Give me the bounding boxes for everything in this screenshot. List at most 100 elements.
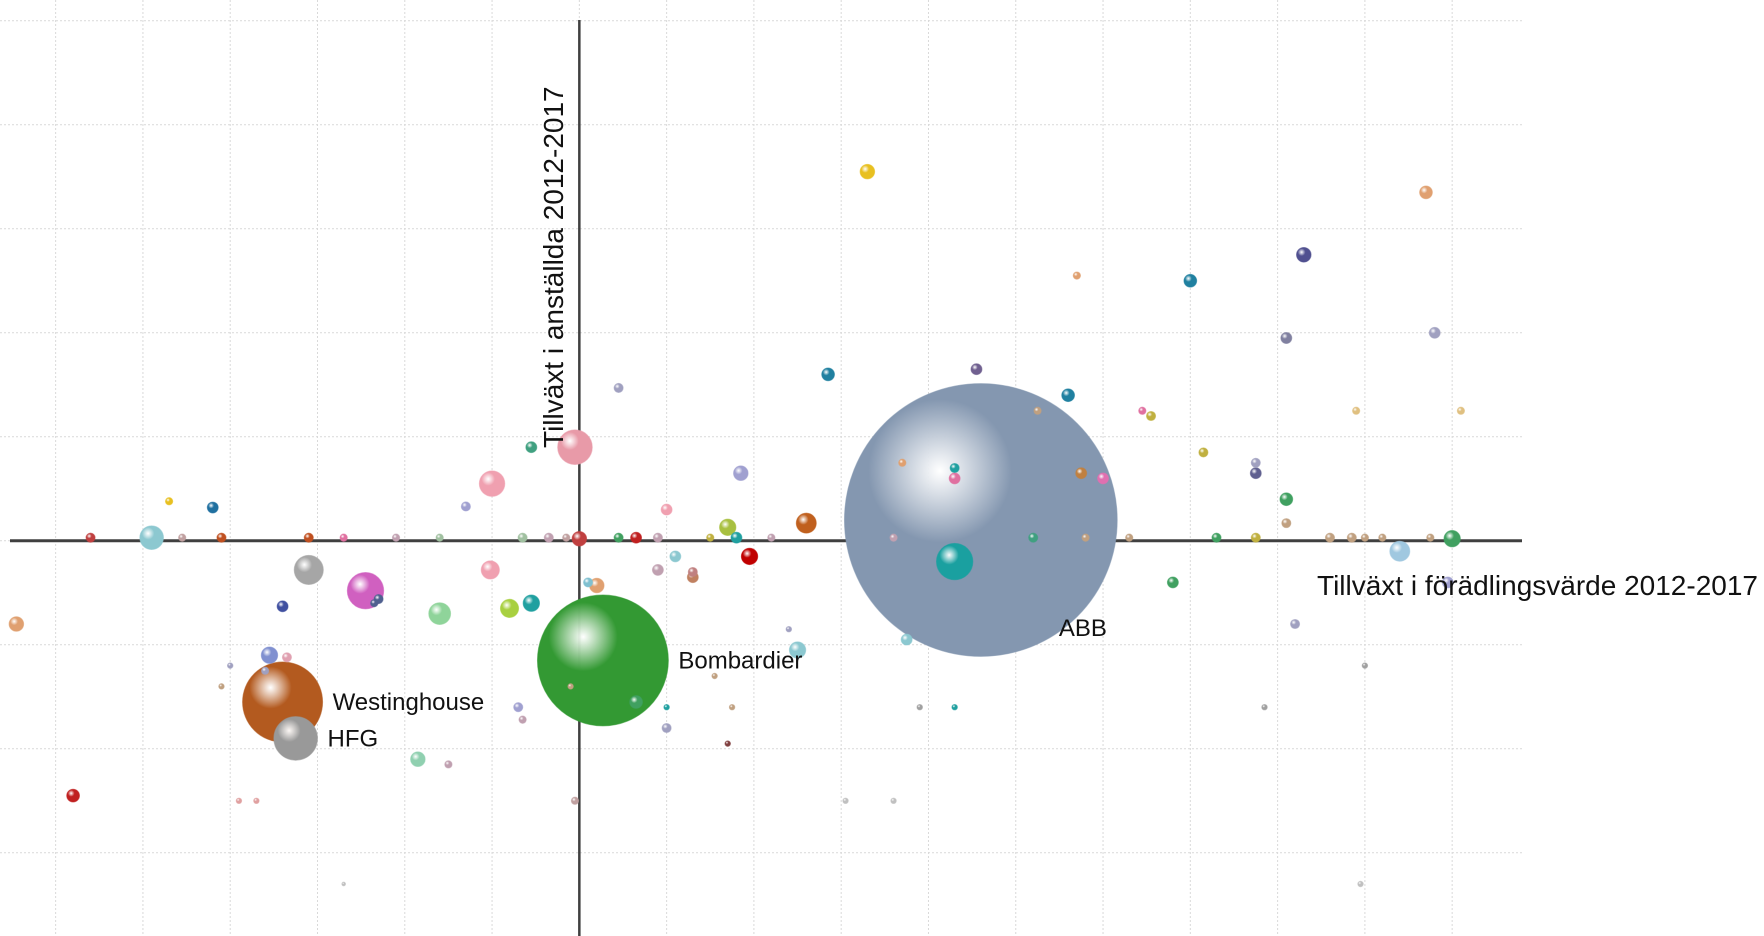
axes bbox=[10, 20, 1522, 936]
bubble bbox=[339, 533, 348, 542]
bubble bbox=[1081, 533, 1090, 542]
bubble bbox=[583, 577, 594, 588]
bubble bbox=[970, 363, 983, 376]
bubble bbox=[1361, 662, 1369, 669]
bubble bbox=[1072, 271, 1081, 280]
bubble bbox=[1428, 326, 1441, 339]
bubble bbox=[1249, 467, 1262, 480]
bubble bbox=[66, 788, 80, 803]
bubble bbox=[1357, 880, 1364, 888]
bubble bbox=[660, 503, 673, 516]
bubble bbox=[859, 163, 876, 180]
bubble bbox=[629, 695, 643, 709]
bubble bbox=[218, 683, 225, 690]
bubble bbox=[630, 531, 643, 544]
bubble bbox=[1146, 410, 1157, 422]
bubble bbox=[85, 532, 96, 543]
bubble bbox=[1166, 576, 1179, 589]
bubble bbox=[890, 797, 897, 805]
bubble bbox=[525, 441, 538, 454]
bubble bbox=[435, 533, 444, 542]
bubble bbox=[391, 533, 401, 542]
bubble bbox=[370, 599, 379, 608]
bubble bbox=[260, 666, 270, 675]
bubble bbox=[428, 602, 452, 626]
bubble bbox=[1138, 406, 1147, 415]
bubble bbox=[1250, 532, 1261, 543]
bubble bbox=[567, 683, 574, 690]
bubble bbox=[889, 533, 898, 542]
bubble bbox=[478, 470, 506, 497]
bubble bbox=[276, 600, 289, 613]
bubble bbox=[663, 703, 670, 711]
bubble bbox=[669, 550, 682, 563]
bubble bbox=[1456, 406, 1466, 415]
bubble bbox=[139, 525, 164, 550]
bubble bbox=[1346, 532, 1357, 543]
bubble bbox=[444, 760, 453, 769]
bubble bbox=[1183, 273, 1198, 288]
bubble bbox=[900, 633, 913, 646]
bubble bbox=[795, 512, 817, 534]
point-label-abb: ABB bbox=[1059, 615, 1107, 642]
bubble bbox=[1198, 447, 1209, 458]
bubble bbox=[1125, 533, 1134, 542]
bubble bbox=[898, 458, 907, 467]
bubble bbox=[522, 594, 541, 612]
bubble bbox=[733, 465, 749, 481]
bubble bbox=[1061, 388, 1075, 403]
bubble bbox=[767, 533, 776, 542]
bubble bbox=[1211, 532, 1222, 543]
bubble bbox=[543, 532, 554, 543]
bubble-hfg bbox=[273, 716, 318, 761]
bubble bbox=[341, 881, 346, 887]
bubble bbox=[1033, 406, 1042, 415]
bubble bbox=[460, 501, 471, 512]
bubble bbox=[1378, 533, 1387, 542]
point-label-westinghouse: Westinghouse bbox=[333, 689, 485, 716]
bubble bbox=[517, 532, 528, 543]
bubble bbox=[821, 367, 835, 382]
bubble bbox=[730, 531, 743, 544]
bubble bbox=[711, 672, 718, 680]
bubble bbox=[1443, 530, 1461, 548]
bubble bbox=[1352, 406, 1361, 415]
bubble bbox=[1296, 247, 1312, 263]
bubble bbox=[788, 641, 807, 659]
bubble bbox=[206, 501, 219, 514]
bubble bbox=[1360, 533, 1370, 542]
bubble bbox=[178, 533, 187, 542]
bubble bbox=[303, 532, 314, 543]
bubble bbox=[570, 796, 580, 805]
y-axis-label: Tillväxt i anställda 2012-2017 bbox=[538, 86, 569, 448]
bubble bbox=[1261, 703, 1268, 711]
bubble-bombardier bbox=[536, 594, 669, 727]
bubble bbox=[1281, 518, 1292, 529]
bubble bbox=[1075, 467, 1088, 480]
bubble bbox=[613, 382, 624, 393]
bubble bbox=[557, 429, 593, 465]
bubble bbox=[513, 702, 524, 713]
bubble bbox=[1419, 185, 1433, 200]
bubble bbox=[948, 472, 961, 485]
bubble bbox=[842, 797, 849, 805]
bubble bbox=[651, 563, 664, 576]
bubble bbox=[216, 532, 227, 543]
bubble-abb bbox=[843, 383, 1118, 657]
bubble bbox=[728, 703, 736, 711]
bubble bbox=[1280, 332, 1293, 344]
bubble bbox=[613, 532, 624, 543]
x-axis-label: Tillväxt i förädlingsvärde 2012-2017 bbox=[1317, 570, 1758, 601]
bubble bbox=[706, 533, 715, 542]
bubble bbox=[1426, 533, 1435, 542]
bubble bbox=[740, 547, 759, 566]
bubble bbox=[499, 598, 520, 618]
bubble bbox=[661, 722, 672, 734]
bubble bbox=[480, 560, 500, 580]
bubble bbox=[1324, 532, 1336, 543]
bubble bbox=[785, 625, 793, 633]
bubble bbox=[719, 518, 737, 536]
bubble bbox=[410, 751, 426, 767]
point-label-bombardier: Bombardier bbox=[678, 647, 802, 674]
